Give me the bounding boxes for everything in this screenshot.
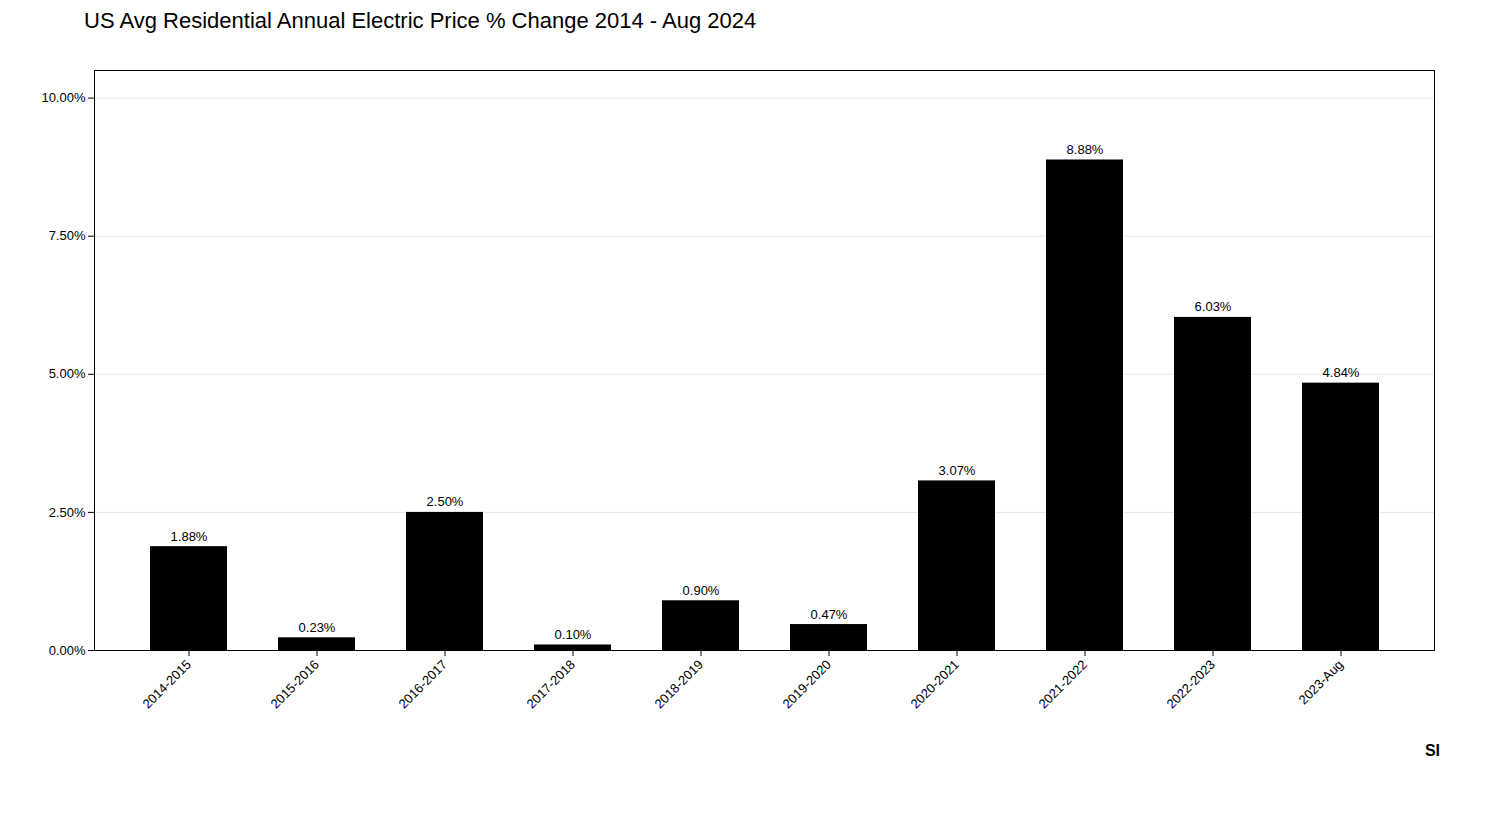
svg-text:4.84%: 4.84% xyxy=(1323,365,1360,380)
svg-text:2014-2015: 2014-2015 xyxy=(139,657,194,712)
svg-text:2023-Aug: 2023-Aug xyxy=(1296,657,1346,707)
svg-text:0.00%: 0.00% xyxy=(49,643,86,658)
svg-text:5.00%: 5.00% xyxy=(49,366,86,381)
svg-text:2017-2018: 2017-2018 xyxy=(523,657,578,712)
svg-text:2.50%: 2.50% xyxy=(427,494,464,509)
svg-text:2015-2016: 2015-2016 xyxy=(267,657,322,712)
svg-text:2021-2022: 2021-2022 xyxy=(1035,657,1090,712)
svg-text:7.50%: 7.50% xyxy=(49,228,86,243)
svg-text:2019-2020: 2019-2020 xyxy=(779,657,834,712)
svg-text:0.47%: 0.47% xyxy=(811,607,848,622)
svg-text:0.10%: 0.10% xyxy=(555,627,592,642)
svg-text:2020-2021: 2020-2021 xyxy=(907,657,962,712)
svg-text:0.23%: 0.23% xyxy=(299,620,336,635)
svg-text:0.90%: 0.90% xyxy=(683,583,720,598)
svg-text:10.00%: 10.00% xyxy=(41,90,86,105)
svg-text:2.50%: 2.50% xyxy=(49,505,86,520)
svg-text:2018-2019: 2018-2019 xyxy=(651,657,706,712)
svg-text:8.88%: 8.88% xyxy=(1067,142,1104,157)
svg-text:6.03%: 6.03% xyxy=(1195,299,1232,314)
svg-text:1.88%: 1.88% xyxy=(171,529,208,544)
svg-text:3.07%: 3.07% xyxy=(939,463,976,478)
svg-text:2016-2017: 2016-2017 xyxy=(395,657,450,712)
svg-text:2022-2023: 2022-2023 xyxy=(1163,657,1218,712)
html-text:SI: SI xyxy=(1424,742,1440,759)
html-text:US Avg Residential Annual Elec: US Avg Residential Annual Electric Price… xyxy=(84,8,757,33)
